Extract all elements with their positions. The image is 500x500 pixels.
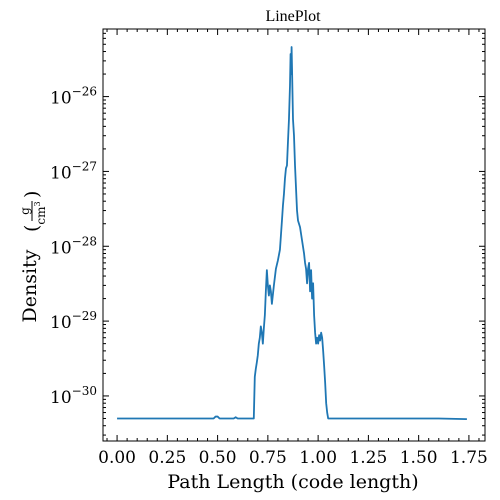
y-axis-unit-open-paren: (: [21, 225, 43, 232]
y-tick-label: 10−28: [50, 234, 97, 258]
x-tick-label: 0.00: [98, 448, 136, 468]
y-axis-unit-close-paren: ): [21, 191, 43, 198]
y-tick-label: 10−30: [50, 384, 97, 408]
y-tick-label-base: 10: [50, 388, 72, 408]
y-tick-label-base: 10: [50, 89, 72, 109]
y-tick-label: 10−29: [50, 309, 97, 333]
x-tick-label: 1.00: [299, 448, 337, 468]
series-layer: [117, 46, 467, 421]
y-axis-unit-denominator: cm3: [33, 201, 48, 224]
x-tick-label: 0.75: [249, 448, 287, 468]
tick-labels: 0.00 0.25 0.50 0.75 1.00 1.25 1.50 1.7510−3010−…: [50, 85, 488, 468]
x-tick-label: 1.75: [450, 448, 488, 468]
x-tick-label: 1.25: [349, 448, 387, 468]
y-axis-unit-numerator: g: [18, 207, 32, 215]
y-tick-label-base: 10: [50, 163, 72, 183]
y-tick-label-base: 10: [50, 313, 72, 333]
y-tick-label-exponent: −28: [72, 234, 97, 248]
y-axis-label: Density ( g cm3 ): [18, 191, 48, 323]
x-tick-label: 0.50: [199, 448, 237, 468]
x-tick-label: 0.25: [148, 448, 186, 468]
y-tick-label: 10−27: [50, 159, 97, 183]
y-tick-label-exponent: −26: [72, 85, 97, 99]
y-tick-label: 10−26: [50, 85, 97, 109]
x-axis-label: Path Length (code length): [167, 471, 418, 493]
y-axis-label-text: Density: [19, 249, 41, 322]
density-series-line: [117, 46, 467, 421]
y-tick-label-exponent: −27: [72, 159, 97, 173]
chart-title: LinePlot: [265, 8, 321, 25]
y-tick-label-base: 10: [50, 238, 72, 258]
tick-marks: [103, 28, 485, 441]
x-tick-label: 1.50: [400, 448, 438, 468]
y-tick-label-exponent: −30: [72, 384, 97, 398]
y-tick-label-exponent: −29: [72, 309, 97, 323]
plot-frame: [102, 28, 486, 442]
